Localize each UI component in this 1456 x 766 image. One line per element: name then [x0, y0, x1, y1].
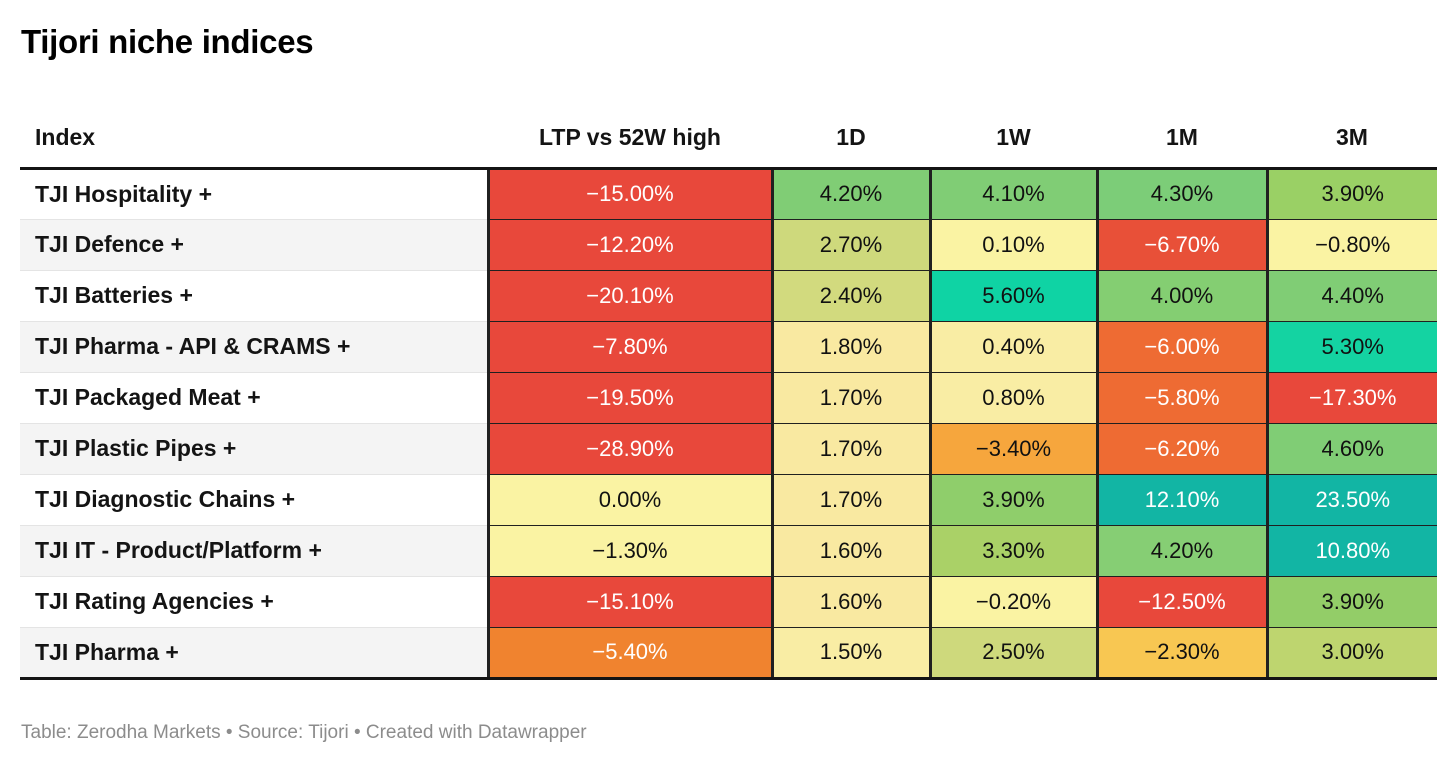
value-cell: 2.50%: [928, 626, 1099, 680]
value-cell: −6.20%: [1095, 422, 1269, 475]
value-cell: −17.30%: [1265, 371, 1437, 424]
row-label: TJI Hospitality +: [20, 168, 490, 219]
value-cell: 4.00%: [1095, 269, 1269, 322]
value-cell: −20.10%: [486, 269, 774, 322]
value-cell: 23.50%: [1265, 473, 1437, 526]
table-body: TJI Hospitality + −15.00% 4.20% 4.10% 4.…: [20, 167, 1437, 680]
row-label: TJI Diagnostic Chains +: [20, 473, 490, 525]
value-cell: 1.80%: [770, 320, 932, 373]
value-cell: 1.70%: [770, 371, 932, 424]
table-row: TJI Pharma + −5.40% 1.50% 2.50% −2.30% 3…: [20, 626, 1437, 680]
row-label: TJI IT - Product/Platform +: [20, 524, 490, 576]
value-cell: 1.50%: [770, 626, 932, 680]
indices-table-container: Index LTP vs 52W high 1D 1W 1M 3M TJI Ho…: [20, 62, 1437, 680]
column-header-ltp-vs-52w-high: LTP vs 52W high: [488, 62, 772, 170]
column-header-3m: 3M: [1267, 62, 1437, 170]
value-cell: 0.80%: [928, 371, 1099, 424]
table-row: TJI Diagnostic Chains + 0.00% 1.70% 3.90…: [20, 473, 1437, 526]
table-row: TJI Plastic Pipes + −28.90% 1.70% −3.40%…: [20, 422, 1437, 475]
value-cell: 4.20%: [770, 167, 932, 220]
column-header-1d: 1D: [772, 62, 930, 170]
value-cell: 1.60%: [770, 575, 932, 628]
value-cell: −3.40%: [928, 422, 1099, 475]
value-cell: 3.30%: [928, 524, 1099, 577]
value-cell: −12.20%: [486, 218, 774, 271]
value-cell: 0.00%: [486, 473, 774, 526]
chart-title: Tijori niche indices: [21, 23, 314, 60]
value-cell: −1.30%: [486, 524, 774, 577]
value-cell: 0.40%: [928, 320, 1099, 373]
value-cell: 3.90%: [1265, 575, 1437, 628]
value-cell: −19.50%: [486, 371, 774, 424]
table-row: TJI IT - Product/Platform + −1.30% 1.60%…: [20, 524, 1437, 577]
column-header-1w: 1W: [930, 62, 1097, 170]
value-cell: −12.50%: [1095, 575, 1269, 628]
value-cell: −5.80%: [1095, 371, 1269, 424]
value-cell: 2.40%: [770, 269, 932, 322]
value-cell: 12.10%: [1095, 473, 1269, 526]
value-cell: −15.10%: [486, 575, 774, 628]
column-header-1m: 1M: [1097, 62, 1267, 170]
header-row: Index LTP vs 52W high 1D 1W 1M 3M: [20, 62, 1437, 170]
table-row: TJI Defence + −12.20% 2.70% 0.10% −6.70%…: [20, 218, 1437, 271]
value-cell: −6.00%: [1095, 320, 1269, 373]
value-cell: 4.30%: [1095, 167, 1269, 220]
value-cell: 1.60%: [770, 524, 932, 577]
value-cell: −5.40%: [486, 626, 774, 680]
value-cell: −6.70%: [1095, 218, 1269, 271]
value-cell: 5.30%: [1265, 320, 1437, 373]
indices-table: Index LTP vs 52W high 1D 1W 1M 3M TJI Ho…: [20, 62, 1437, 680]
row-label: TJI Batteries +: [20, 269, 490, 321]
value-cell: 3.00%: [1265, 626, 1437, 680]
value-cell: −28.90%: [486, 422, 774, 475]
value-cell: −7.80%: [486, 320, 774, 373]
table-header: Index LTP vs 52W high 1D 1W 1M 3M: [20, 62, 1437, 170]
row-label: TJI Pharma +: [20, 626, 490, 680]
value-cell: −0.80%: [1265, 218, 1437, 271]
row-label: TJI Rating Agencies +: [20, 575, 490, 627]
table-row: TJI Packaged Meat + −19.50% 1.70% 0.80% …: [20, 371, 1437, 424]
row-label: TJI Packaged Meat +: [20, 371, 490, 423]
value-cell: 3.90%: [1265, 167, 1437, 220]
value-cell: −15.00%: [486, 167, 774, 220]
value-cell: 4.20%: [1095, 524, 1269, 577]
value-cell: 2.70%: [770, 218, 932, 271]
value-cell: 0.10%: [928, 218, 1099, 271]
table-row: TJI Batteries + −20.10% 2.40% 5.60% 4.00…: [20, 269, 1437, 322]
value-cell: 10.80%: [1265, 524, 1437, 577]
value-cell: −2.30%: [1095, 626, 1269, 680]
table-row: TJI Hospitality + −15.00% 4.20% 4.10% 4.…: [20, 167, 1437, 220]
value-cell: 5.60%: [928, 269, 1099, 322]
row-label: TJI Plastic Pipes +: [20, 422, 490, 474]
chart-footer: Table: Zerodha Markets • Source: Tijori …: [21, 721, 587, 743]
value-cell: 3.90%: [928, 473, 1099, 526]
table-row: TJI Pharma - API & CRAMS + −7.80% 1.80% …: [20, 320, 1437, 373]
row-label: TJI Pharma - API & CRAMS +: [20, 320, 490, 372]
value-cell: 4.10%: [928, 167, 1099, 220]
value-cell: 4.60%: [1265, 422, 1437, 475]
value-cell: 4.40%: [1265, 269, 1437, 322]
column-header-index: Index: [20, 62, 488, 170]
value-cell: 1.70%: [770, 422, 932, 475]
value-cell: −0.20%: [928, 575, 1099, 628]
row-label: TJI Defence +: [20, 218, 490, 270]
value-cell: 1.70%: [770, 473, 932, 526]
table-row: TJI Rating Agencies + −15.10% 1.60% −0.2…: [20, 575, 1437, 628]
